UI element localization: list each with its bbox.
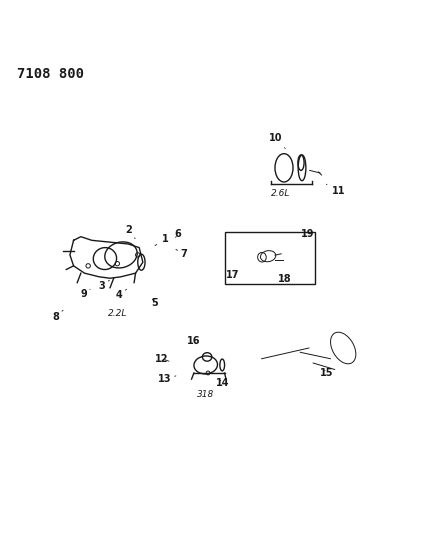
Text: 8: 8 [52,310,63,322]
Text: 5: 5 [151,298,158,308]
Text: 4: 4 [116,289,127,300]
Text: 13: 13 [158,374,176,384]
Text: 10: 10 [269,133,285,149]
Text: 3: 3 [99,280,109,291]
Text: 2: 2 [125,225,135,239]
Text: 7108 800: 7108 800 [17,67,84,81]
Text: 14: 14 [215,378,229,388]
Text: 15: 15 [320,368,334,378]
Text: 1: 1 [155,233,169,246]
Text: 19: 19 [301,229,315,239]
Text: 11: 11 [326,184,346,197]
Text: 318: 318 [197,390,214,399]
Text: 7: 7 [176,249,187,260]
Bar [225,232,315,284]
Text: 9: 9 [80,289,90,300]
Text: 17: 17 [226,270,240,280]
Text: 6: 6 [175,229,181,239]
Text: 18: 18 [278,273,291,284]
Text: 2.2L: 2.2L [108,309,128,318]
Text: 12: 12 [155,354,169,364]
Text: 16: 16 [187,336,201,346]
Text: 2.6L: 2.6L [271,189,291,198]
